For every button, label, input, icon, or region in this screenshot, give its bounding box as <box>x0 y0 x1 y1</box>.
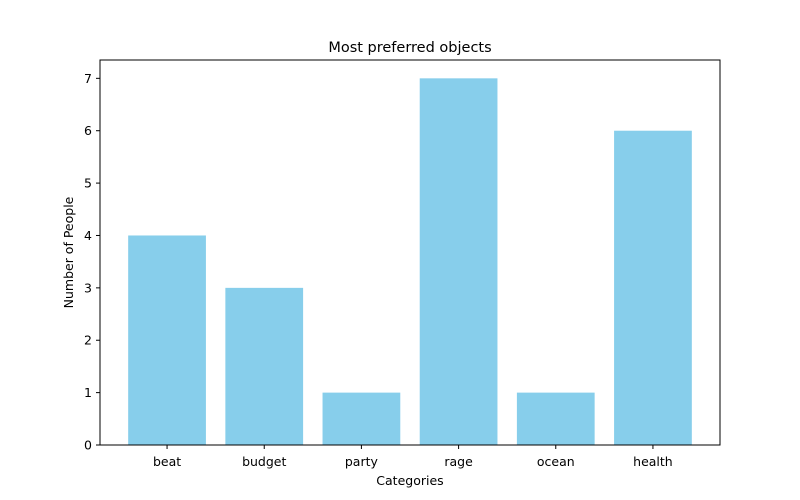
bar-party <box>322 392 401 445</box>
y-axis-label: Number of People <box>61 196 76 308</box>
x-axis-ticks: beat budget party rage ocean health <box>153 445 673 469</box>
x-tick-label-budget: budget <box>242 454 286 469</box>
y-tick-label: 1 <box>84 385 92 400</box>
bar-rage <box>419 78 498 445</box>
x-tick-label-rage: rage <box>444 454 473 469</box>
x-axis-label: Categories <box>376 473 443 488</box>
y-tick-label: 4 <box>84 228 92 243</box>
y-axis-ticks: 0 1 2 3 4 5 6 7 <box>84 71 100 453</box>
x-tick-label-ocean: ocean <box>537 454 575 469</box>
plot-frame <box>99 59 721 446</box>
x-tick-label-beat: beat <box>153 454 181 469</box>
y-tick-label: 5 <box>84 176 92 191</box>
bars-group <box>128 78 692 445</box>
y-tick-label: 3 <box>84 280 92 295</box>
bar-health <box>614 130 692 445</box>
bar-budget <box>225 287 304 445</box>
x-tick-label-party: party <box>345 454 379 469</box>
chart-title: Most preferred objects <box>328 40 491 56</box>
y-tick-label: 0 <box>84 438 92 453</box>
bar-ocean <box>516 392 595 445</box>
y-tick-label: 2 <box>84 333 92 348</box>
bar-beat <box>128 235 206 445</box>
y-tick-label: 6 <box>84 123 92 138</box>
x-tick-label-health: health <box>633 454 673 469</box>
y-tick-label: 7 <box>84 71 92 86</box>
